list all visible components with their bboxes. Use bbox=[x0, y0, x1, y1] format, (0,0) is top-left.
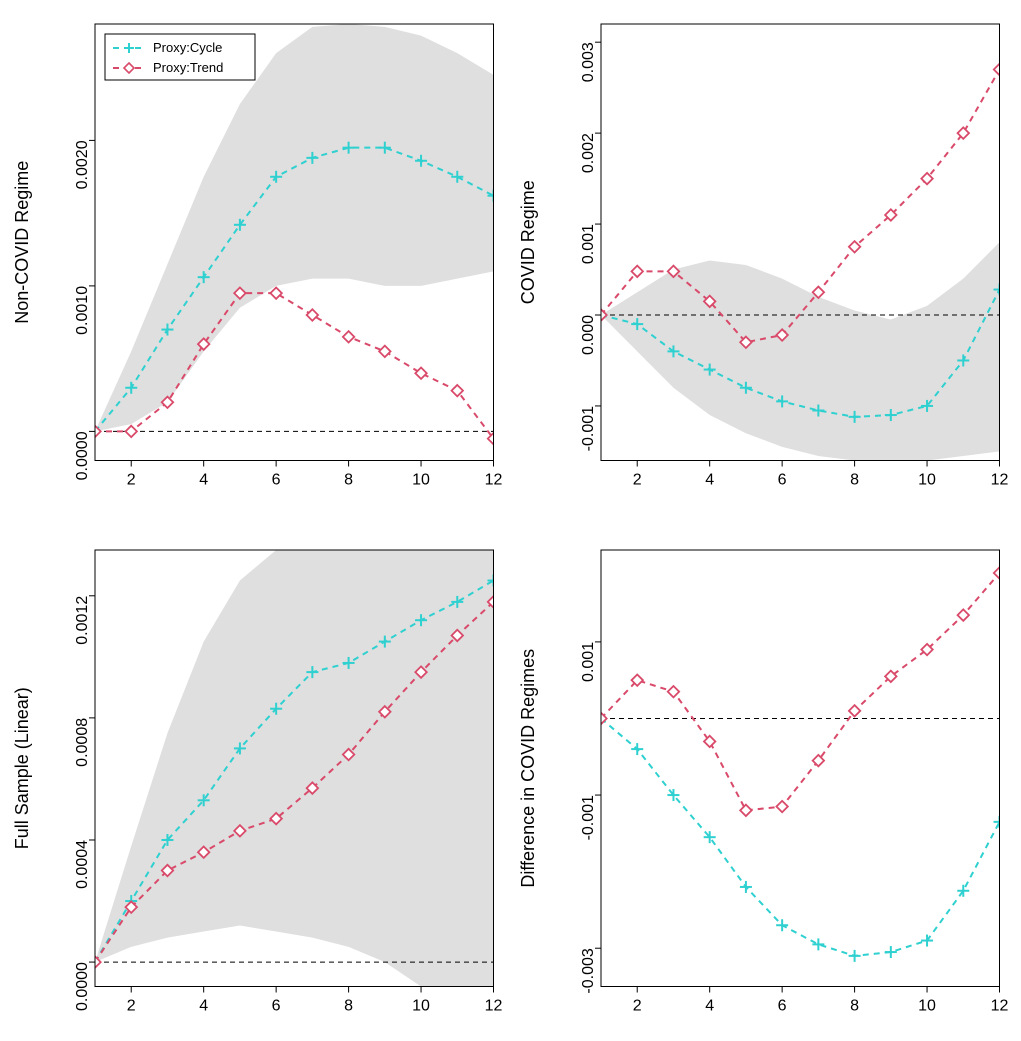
svg-text:6: 6 bbox=[272, 997, 281, 1014]
svg-text:2: 2 bbox=[127, 472, 136, 489]
svg-text:6: 6 bbox=[777, 472, 786, 489]
svg-text:10: 10 bbox=[918, 472, 936, 489]
svg-text:0.000: 0.000 bbox=[580, 315, 597, 355]
panel-difference: 2 4 6 8 10 12 -0.003 -0.001 0.001 Difference in C… bbox=[516, 536, 1012, 1032]
svg-text:6: 6 bbox=[272, 472, 281, 489]
svg-text:4: 4 bbox=[199, 472, 208, 489]
svg-text:2: 2 bbox=[632, 997, 641, 1014]
svg-text:10: 10 bbox=[918, 997, 936, 1014]
svg-text:0.001: 0.001 bbox=[580, 641, 597, 681]
svg-text:2: 2 bbox=[127, 997, 136, 1014]
svg-text:Non-COVID Regime: Non-COVID Regime bbox=[12, 161, 32, 324]
svg-text:4: 4 bbox=[705, 997, 714, 1014]
svg-text:8: 8 bbox=[344, 997, 353, 1014]
svg-text:4: 4 bbox=[705, 472, 714, 489]
svg-text:12: 12 bbox=[485, 997, 503, 1014]
panel-fullsample: 2 4 6 8 10 12 0.0000 0.0004 0.0008 0.0012 Full Sam… bbox=[10, 536, 506, 1032]
svg-text:10: 10 bbox=[412, 472, 430, 489]
svg-text:12: 12 bbox=[485, 472, 503, 489]
svg-text:12: 12 bbox=[990, 472, 1008, 489]
svg-text:0.002: 0.002 bbox=[580, 133, 597, 173]
svg-text:6: 6 bbox=[777, 997, 786, 1014]
svg-text:8: 8 bbox=[344, 472, 353, 489]
svg-text:4: 4 bbox=[199, 997, 208, 1014]
svg-text:0.003: 0.003 bbox=[580, 42, 597, 82]
svg-text:Full Sample (Linear): Full Sample (Linear) bbox=[12, 687, 32, 849]
svg-text:Proxy:Trend: Proxy:Trend bbox=[153, 60, 223, 75]
svg-text:Proxy:Cycle: Proxy:Cycle bbox=[153, 40, 222, 55]
svg-text:-0.001: -0.001 bbox=[580, 794, 597, 839]
svg-text:0.001: 0.001 bbox=[580, 224, 597, 264]
svg-text:0.0004: 0.0004 bbox=[74, 839, 91, 888]
panel-covid: 2 4 6 8 10 12 -0.001 0.000 0.001 0.002 0.003 COVID … bbox=[516, 10, 1012, 506]
svg-text:0.0000: 0.0000 bbox=[74, 961, 91, 1010]
svg-text:0.0000: 0.0000 bbox=[74, 431, 91, 480]
svg-text:Difference in COVID Regimes: Difference in COVID Regimes bbox=[518, 648, 538, 887]
panel-noncovid: 2 4 6 8 10 12 0.0000 0.0010 0.0020 Non-COVID Regi… bbox=[10, 10, 506, 506]
svg-text:0.0020: 0.0020 bbox=[74, 140, 91, 189]
svg-text:0.0010: 0.0010 bbox=[74, 286, 91, 335]
svg-text:12: 12 bbox=[990, 997, 1008, 1014]
svg-text:8: 8 bbox=[850, 472, 859, 489]
chart-grid: 2 4 6 8 10 12 0.0000 0.0010 0.0020 Non-COVID Regi… bbox=[0, 0, 1021, 1041]
svg-text:0.0008: 0.0008 bbox=[74, 717, 91, 766]
svg-text:-0.003: -0.003 bbox=[580, 948, 597, 993]
svg-text:10: 10 bbox=[412, 997, 430, 1014]
svg-text:COVID Regime: COVID Regime bbox=[518, 180, 538, 304]
svg-text:0.0012: 0.0012 bbox=[74, 595, 91, 644]
svg-text:2: 2 bbox=[632, 472, 641, 489]
svg-text:-0.001: -0.001 bbox=[580, 406, 597, 451]
svg-text:8: 8 bbox=[850, 997, 859, 1014]
